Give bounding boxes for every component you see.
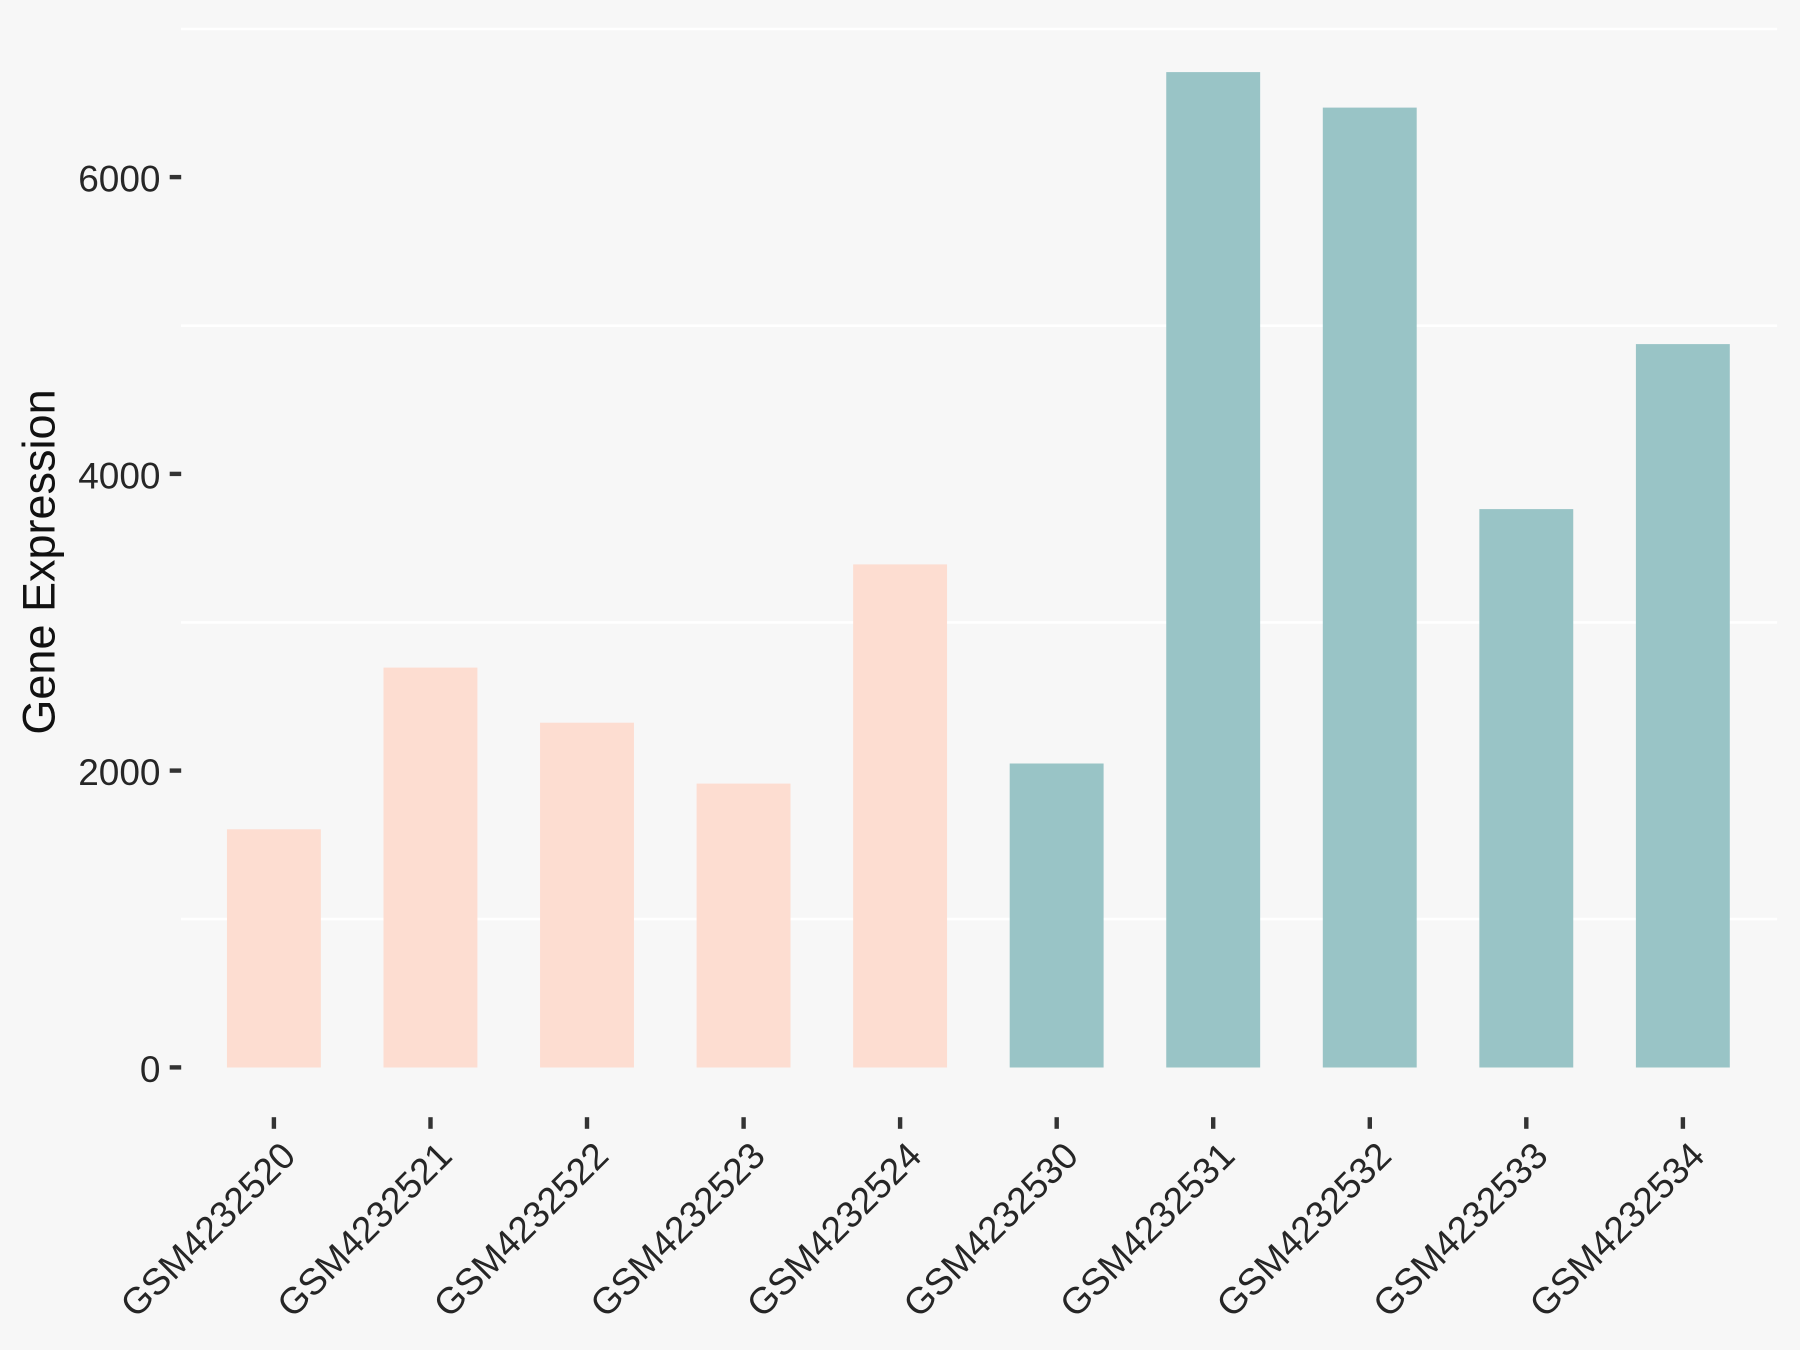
svg-text:4000: 4000: [78, 455, 160, 496]
svg-text:0: 0: [140, 1049, 161, 1090]
svg-text:6000: 6000: [78, 159, 160, 200]
svg-text:2000: 2000: [78, 752, 160, 793]
svg-text:Gene Expression: Gene Expression: [14, 389, 65, 734]
